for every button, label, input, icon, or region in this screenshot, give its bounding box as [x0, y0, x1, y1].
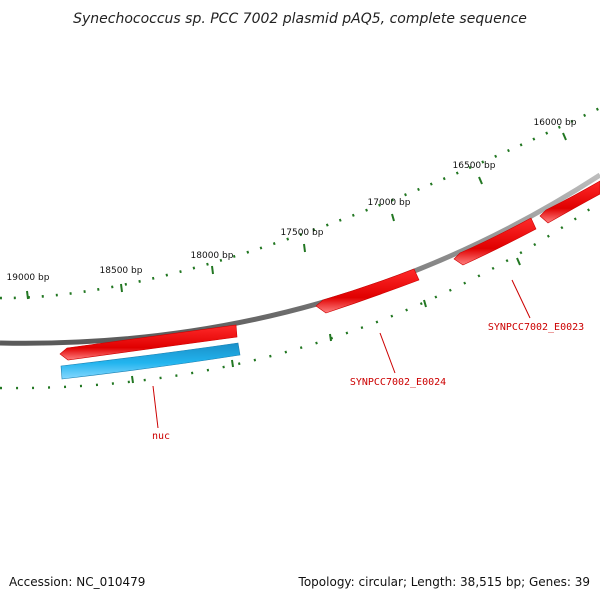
gene-arrow-reverse[interactable] [59, 324, 238, 361]
tick-label: 18000 bp [191, 251, 234, 261]
gene-arrow-synpcc7002-e0023[interactable] [453, 217, 537, 266]
gene-label-synpcc7002-e0024: SYNPCC7002_E0024 [350, 377, 446, 388]
tick-labels: 19000 bp 18500 bp 18000 bp 17500 bp 1700… [7, 118, 577, 283]
sequence-backbone [0, 172, 600, 346]
gene-arrow-nuc[interactable] [60, 342, 241, 380]
gene-label-nuc: nuc [152, 431, 170, 442]
inner-major-ticks [131, 257, 521, 384]
tick-label: 16500 bp [453, 161, 496, 171]
map-title: Synechococcus sp. PCC 7002 plasmid pAQ5,… [73, 11, 527, 27]
topology-summary: Topology: circular; Length: 38,515 bp; G… [298, 575, 590, 589]
outer-major-ticks [26, 132, 567, 300]
gene-arrow-reverse-partial[interactable] [539, 180, 600, 224]
tick-label: 17000 bp [368, 198, 411, 208]
tick-label: 18500 bp [100, 266, 143, 276]
accession-text: Accession: NC_010479 [9, 575, 145, 589]
outer-tick-ring [0, 106, 600, 300]
label-leaders [152, 279, 531, 429]
tick-label: 16000 bp [534, 118, 577, 128]
gene-label-synpcc7002-e0023: SYNPCC7002_E0023 [488, 322, 584, 333]
tick-label: 19000 bp [7, 273, 50, 283]
gene-arrow-synpcc7002-e0024[interactable] [315, 268, 420, 314]
tick-label: 17500 bp [281, 228, 324, 238]
